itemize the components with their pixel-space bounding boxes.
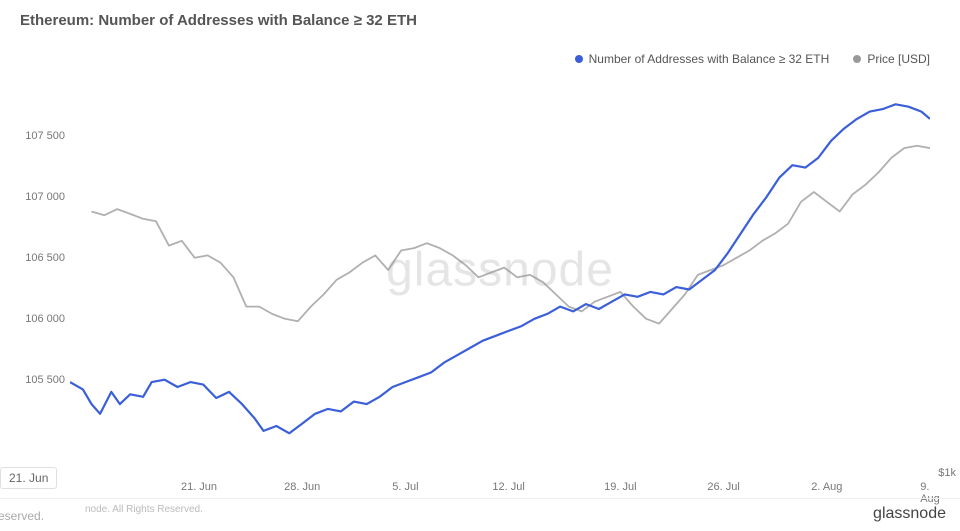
- y-axis-tick-label: 107 500: [10, 130, 65, 142]
- y-axis-tick-label: 106 500: [10, 252, 65, 264]
- y-axis: 105 500 106 000 106 500 107 000 107 500: [10, 75, 65, 465]
- hover-tooltip: 21. Jun: [0, 467, 57, 489]
- footer-separator: [0, 498, 960, 499]
- plot-area: glassnode: [70, 75, 930, 465]
- legend-label-addresses: Number of Addresses with Balance ≥ 32 ET…: [589, 52, 830, 66]
- x-axis-tick-label: 12. Jul: [492, 481, 524, 493]
- legend-dot-addresses: [575, 55, 583, 63]
- x-axis-tick-label: 21. Jun: [181, 481, 217, 493]
- chart-title: Ethereum: Number of Addresses with Balan…: [20, 12, 417, 29]
- legend-item-addresses: Number of Addresses with Balance ≥ 32 ET…: [575, 52, 830, 66]
- footer-left-text: hts Reserved.: [0, 509, 44, 523]
- x-axis-tick-label: 26. Jul: [707, 481, 739, 493]
- legend-item-price: Price [USD]: [853, 52, 930, 66]
- legend: Number of Addresses with Balance ≥ 32 ET…: [575, 52, 930, 66]
- footer-brand: glassnode: [873, 505, 946, 523]
- price-line: [92, 146, 931, 324]
- x-axis-tick-label: 28. Jun: [284, 481, 320, 493]
- x-axis-tick-label: 19. Jul: [604, 481, 636, 493]
- x-axis-tick-label: 2. Aug: [811, 481, 842, 493]
- y-axis-tick-label: 107 000: [10, 191, 65, 203]
- x-axis-tick-label: 9. Aug: [920, 481, 940, 505]
- y-axis-tick-label: 106 000: [10, 313, 65, 325]
- footer-left-small: node. All Rights Reserved.: [85, 504, 203, 515]
- y2-axis-label: $1k: [938, 467, 956, 479]
- x-axis-tick-label: 5. Jul: [392, 481, 418, 493]
- y-axis-tick-label: 105 500: [10, 374, 65, 386]
- chart-svg: [70, 75, 930, 465]
- chart-container: Ethereum: Number of Addresses with Balan…: [0, 0, 960, 531]
- legend-dot-price: [853, 55, 861, 63]
- legend-label-price: Price [USD]: [867, 52, 930, 66]
